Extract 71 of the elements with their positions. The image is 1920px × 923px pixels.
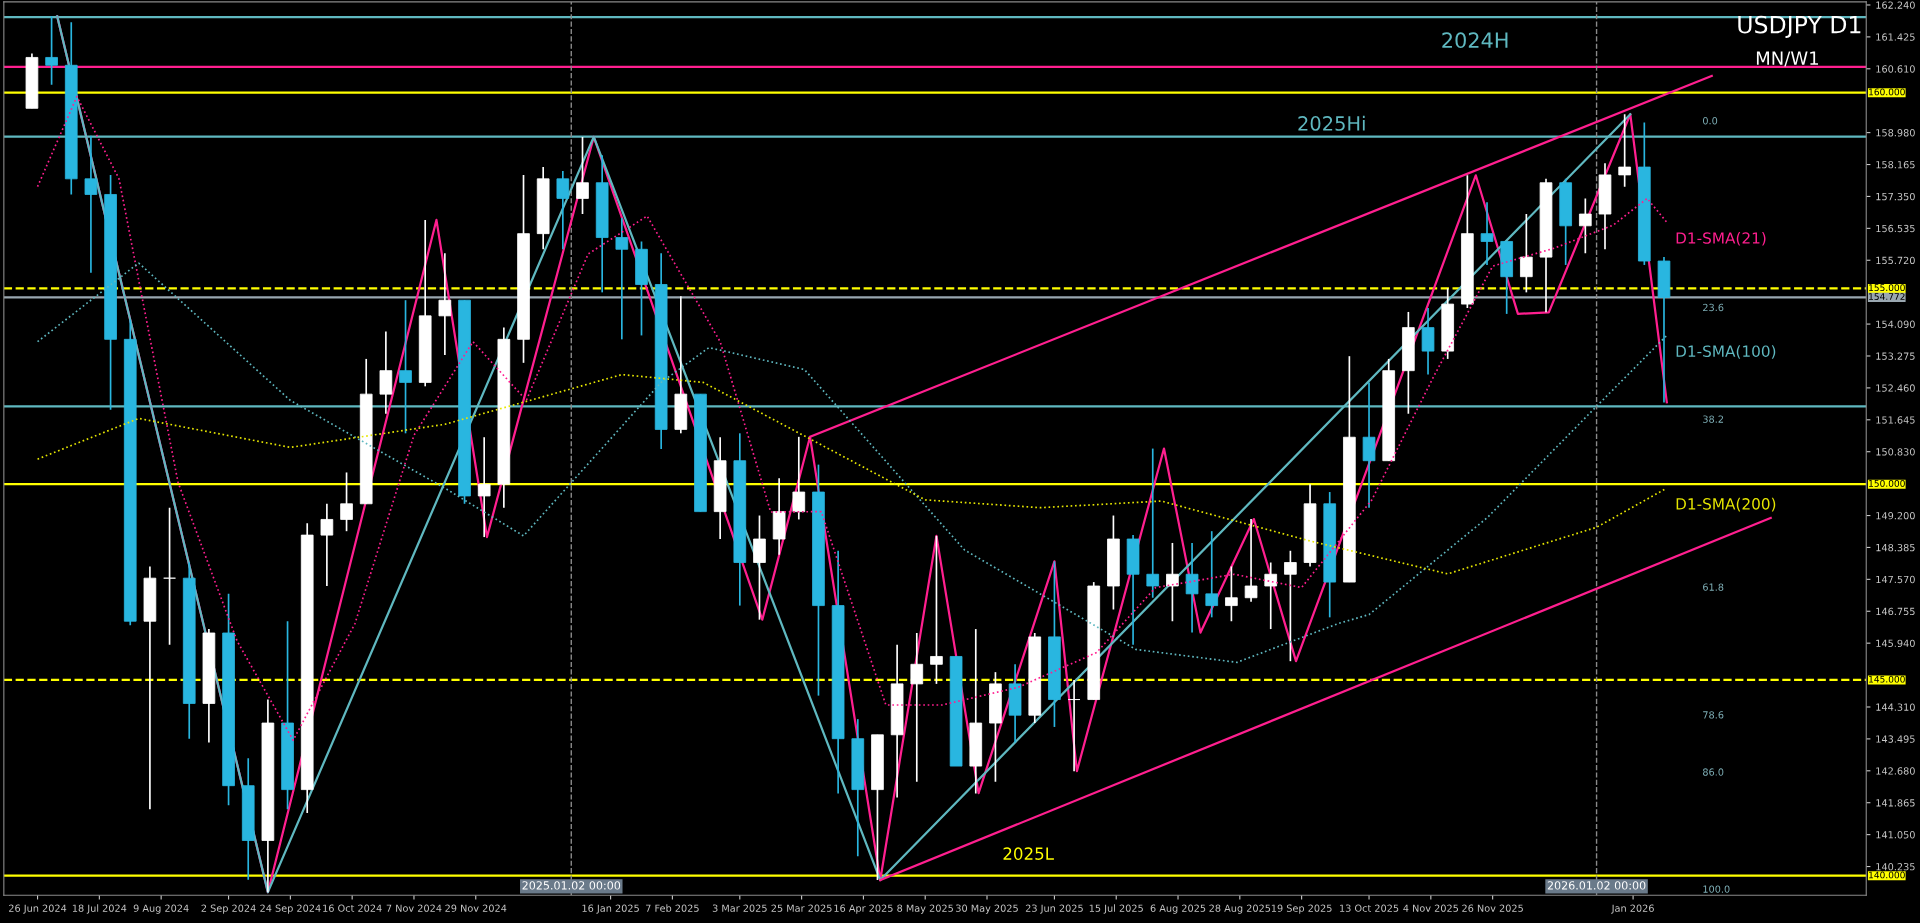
annotation: 61.8: [1703, 583, 1724, 591]
x-tick-label: 4 Nov 2025: [1403, 904, 1459, 912]
annotation: USDJPY D1: [1738, 15, 1861, 38]
ref-line-label: 2025.01.02 00:00: [522, 881, 621, 890]
x-tick-label: 25 Mar 2025: [771, 904, 832, 912]
y-tick-label: 146.755: [1876, 607, 1915, 616]
x-tick-label: 2 Sep 2024: [201, 904, 256, 914]
ref-line-label: 160.000: [1869, 88, 1905, 96]
annotation: 38.2: [1703, 415, 1724, 423]
y-tick-label: 157.350: [1876, 192, 1915, 201]
x-tick-label: 15 Jul 2025: [1089, 904, 1143, 914]
ref-line-label: 140.000: [1869, 871, 1905, 879]
y-tick-label: 155.720: [1876, 256, 1915, 265]
x-tick-label: 26 Jun 2024: [9, 904, 67, 914]
y-tick-label: 158.165: [1876, 161, 1915, 169]
annotation: 100.0: [1703, 885, 1730, 893]
series-label: D1-SMA(200): [1676, 497, 1776, 512]
x-tick-label: 24 Sep 2024: [260, 904, 321, 914]
x-tick-label: 23 Jun 2025: [1025, 904, 1083, 914]
y-tick-label: 143.495: [1876, 735, 1915, 743]
annotation: 86.0: [1703, 768, 1724, 776]
x-tick-label: 8 May 2025: [897, 904, 953, 914]
annotation: 23.6: [1703, 303, 1724, 312]
y-tick-label: 158.980: [1876, 129, 1915, 137]
ref-line-label: 150.000: [1869, 480, 1905, 487]
x-tick-label: 7 Nov 2024: [386, 904, 442, 912]
y-tick-label: 142.680: [1876, 767, 1915, 775]
y-tick-label: 148.385: [1876, 543, 1915, 552]
annotation: 78.6: [1703, 711, 1724, 719]
y-tick-label: 141.865: [1876, 799, 1915, 807]
x-tick-label: 7 Feb 2025: [646, 904, 699, 912]
annotation: 2025L: [1003, 847, 1054, 860]
y-tick-label: 141.050: [1876, 831, 1915, 839]
x-tick-label: 9 Aug 2024: [133, 904, 189, 914]
y-tick-label: 144.310: [1876, 703, 1915, 711]
x-tick-label: Jan 2026: [1611, 904, 1654, 914]
y-tick-label: 153.275: [1876, 352, 1915, 360]
series-label: D1-SMA(21): [1676, 232, 1766, 246]
x-tick-label: 18 Jul 2024: [72, 904, 127, 914]
y-tick-label: 154.090: [1876, 320, 1915, 328]
y-tick-label: 149.200: [1876, 512, 1915, 520]
ref-line-label: 2026.01.02 00:00: [1547, 881, 1646, 890]
y-tick-label: 140.235: [1876, 863, 1915, 871]
x-tick-label: 6 Aug 2025: [1150, 904, 1206, 914]
annotation: MN/W1: [1756, 51, 1819, 67]
x-tick-label: 19 Sep 2025: [1271, 904, 1332, 914]
x-tick-label: 13 Oct 2025: [1340, 904, 1399, 912]
y-tick-label: 151.645: [1876, 416, 1915, 424]
x-tick-label: 29 Nov 2024: [445, 904, 507, 912]
x-tick-label: 16 Apr 2025: [834, 904, 893, 914]
x-tick-label: 3 Mar 2025: [712, 904, 767, 912]
y-tick-label: 147.570: [1876, 575, 1915, 584]
ref-line-label: 154.772: [1869, 293, 1905, 300]
annotation: 2024H: [1442, 32, 1508, 49]
annotation: 2025Hi: [1298, 115, 1365, 131]
series-label: D1-SMA(100): [1676, 345, 1776, 359]
x-tick-label: 30 May 2025: [956, 904, 1018, 914]
x-tick-label: 16 Oct 2024: [323, 904, 382, 912]
y-tick-label: 160.610: [1876, 65, 1915, 73]
annotation: 0.0: [1702, 117, 1718, 125]
y-tick-label: 156.535: [1876, 224, 1915, 233]
y-tick-label: 161.425: [1876, 33, 1915, 41]
y-tick-label: 150.830: [1876, 448, 1915, 456]
x-tick-label: 16 Jan 2025: [582, 904, 639, 914]
y-tick-label: 152.460: [1876, 384, 1915, 392]
y-tick-label: 145.940: [1876, 639, 1915, 647]
x-tick-label: 28 Aug 2025: [1209, 904, 1271, 914]
y-tick-label: 162.240: [1876, 1, 1915, 9]
ref-line-label: 145.000: [1869, 675, 1905, 683]
ref-line-label: 155.000: [1869, 284, 1905, 292]
x-tick-label: 26 Nov 2025: [1462, 904, 1523, 912]
